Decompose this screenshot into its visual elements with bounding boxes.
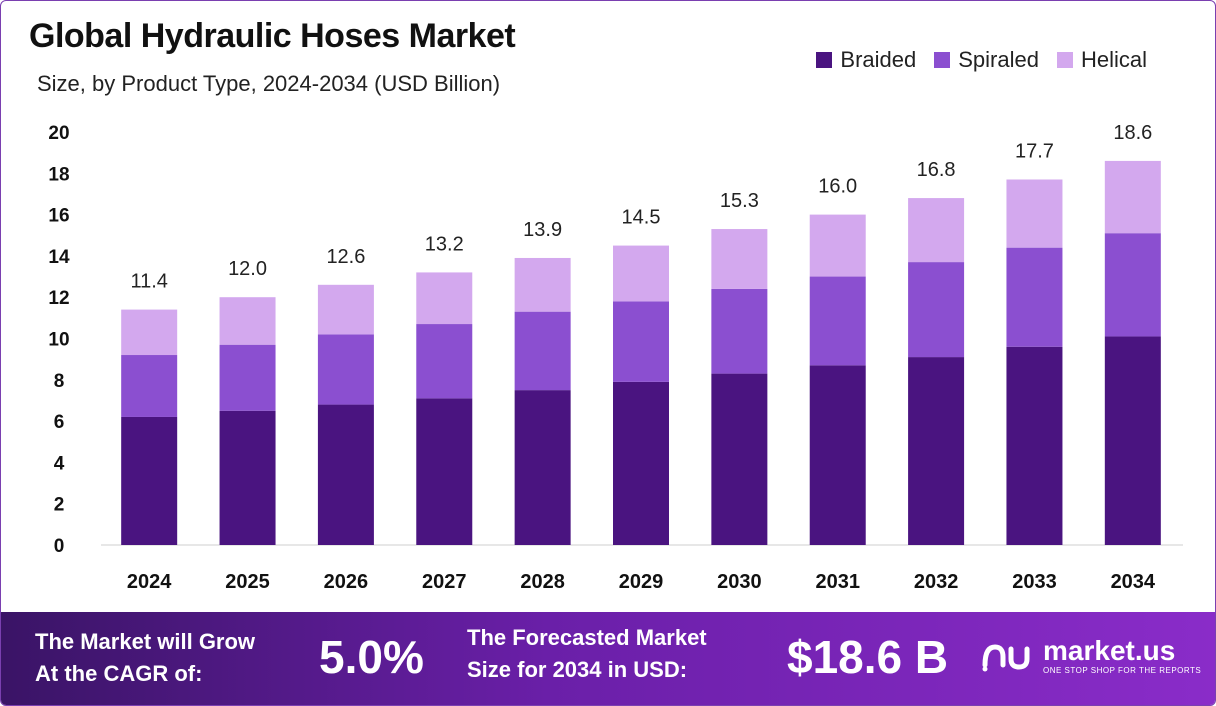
market-us-logo-icon [982, 643, 1030, 671]
brand-logo: market.us ONE STOP SHOP FOR THE REPORTS [981, 636, 1201, 675]
bar-helical-2029 [613, 245, 669, 302]
y-tick-label: 18 [48, 164, 69, 185]
data-label-total: 13.9 [523, 219, 562, 241]
forecast-label-line2: Size for 2034 in USD: [467, 657, 688, 682]
bar-helical-2028 [514, 257, 571, 312]
footer-banner: The Market will Grow At the CAGR of: 5.0… [1, 612, 1215, 705]
x-tick-label: 2025 [225, 571, 270, 593]
x-tick-label: 2032 [914, 571, 959, 593]
legend-item-braided: Braided [816, 47, 916, 73]
bar-helical-2026 [317, 284, 374, 335]
legend-swatch-braided [816, 52, 833, 68]
bar-helical-2027 [416, 272, 473, 325]
bar-spiraled-2029 [613, 301, 669, 382]
data-label-total: 15.3 [720, 190, 759, 212]
cagr-label-line2: At the CAGR of: [35, 661, 203, 686]
bar-braided-2033 [1006, 346, 1063, 545]
bar-spiraled-2033 [1006, 247, 1063, 347]
y-tick-label: 12 [48, 288, 69, 309]
data-label-total: 18.6 [1113, 122, 1152, 144]
bar-helical-2034 [1104, 160, 1161, 234]
data-label-total: 17.7 [1015, 140, 1054, 162]
data-label-total: 13.2 [425, 233, 464, 255]
bar-braided-2025 [219, 410, 276, 545]
brand-name: market.us [1043, 635, 1176, 666]
cagr-label-line1: The Market will Grow [35, 629, 256, 654]
legend-swatch-spiraled [934, 52, 951, 68]
legend-label-spiraled: Spiraled [958, 47, 1039, 72]
bar-helical-2033 [1006, 179, 1063, 248]
chart-title: Global Hydraulic Hoses Market [29, 17, 516, 55]
y-tick-label: 8 [54, 371, 65, 392]
bar-braided-2026 [317, 404, 374, 545]
x-tick-label: 2034 [1111, 571, 1156, 593]
x-tick-label: 2024 [127, 571, 172, 593]
y-tick-label: 14 [48, 247, 70, 268]
x-tick-label: 2028 [520, 571, 565, 593]
bar-braided-2031 [809, 365, 866, 545]
data-label-total: 16.0 [818, 176, 857, 198]
data-label-total: 16.8 [917, 159, 956, 181]
forecast-label-line1: The Forecasted Market [467, 625, 707, 650]
legend: Braided Spiraled Helical [816, 47, 1147, 73]
bar-spiraled-2032 [908, 262, 965, 358]
y-tick-label: 6 [54, 412, 65, 433]
bar-spiraled-2028 [514, 311, 571, 391]
legend-item-spiraled: Spiraled [934, 47, 1039, 73]
bar-helical-2024 [121, 309, 178, 356]
bar-spiraled-2025 [219, 344, 276, 411]
chart-subtitle: Size, by Product Type, 2024-2034 (USD Bi… [37, 71, 501, 96]
forecast-label: The Forecasted Market Size for 2034 in U… [467, 622, 707, 686]
bar-braided-2024 [121, 416, 178, 545]
bar-chart: 0 2 4 6 8 10 12 14 16 18 20 11.4 2024 12.0 2025 12.6 202… [48, 122, 1183, 593]
legend-label-helical: Helical [1080, 47, 1147, 72]
legend-swatch-helical [1056, 52, 1073, 68]
cagr-label: The Market will Grow At the CAGR of: [35, 626, 255, 690]
bar-spiraled-2024 [121, 355, 178, 417]
x-tick-label: 2029 [619, 571, 664, 593]
y-tick-label: 0 [54, 536, 65, 557]
x-tick-label: 2026 [324, 571, 369, 593]
bar-spiraled-2030 [711, 288, 768, 374]
x-tick-label: 2033 [1012, 571, 1057, 593]
bar-spiraled-2031 [809, 276, 866, 366]
data-label-total: 12.6 [326, 246, 365, 268]
bar-helical-2031 [809, 214, 866, 277]
y-tick-label: 2 [54, 495, 65, 516]
bar-spiraled-2034 [1104, 233, 1161, 337]
x-tick-label: 2027 [422, 571, 467, 593]
bar-braided-2032 [908, 357, 965, 545]
bar-spiraled-2027 [416, 324, 473, 399]
bar-helical-2032 [908, 198, 965, 263]
data-label-total: 14.5 [622, 207, 661, 229]
brand-tagline: ONE STOP SHOP FOR THE REPORTS [1043, 666, 1202, 675]
y-tick-label: 10 [48, 330, 69, 351]
y-tick-label: 16 [48, 206, 69, 227]
bar-spiraled-2026 [317, 334, 374, 405]
bar-braided-2027 [416, 398, 473, 545]
bar-braided-2028 [514, 390, 571, 545]
legend-label-braided: Braided [840, 47, 917, 72]
x-tick-label: 2031 [815, 571, 860, 593]
bar-braided-2030 [711, 373, 768, 545]
legend-item-helical: Helical [1056, 47, 1147, 73]
cagr-value: 5.0% [319, 631, 424, 683]
y-tick-label: 4 [54, 453, 65, 474]
y-tick-label: 20 [48, 123, 69, 144]
bar-braided-2029 [613, 381, 669, 545]
x-tick-label: 2030 [717, 571, 762, 593]
bar-helical-2025 [219, 297, 276, 345]
forecast-value: $18.6 B [787, 631, 949, 683]
data-label-total: 12.0 [228, 258, 267, 280]
bar-helical-2030 [711, 229, 768, 289]
data-label-total: 11.4 [130, 271, 167, 293]
bar-braided-2034 [1104, 336, 1161, 545]
